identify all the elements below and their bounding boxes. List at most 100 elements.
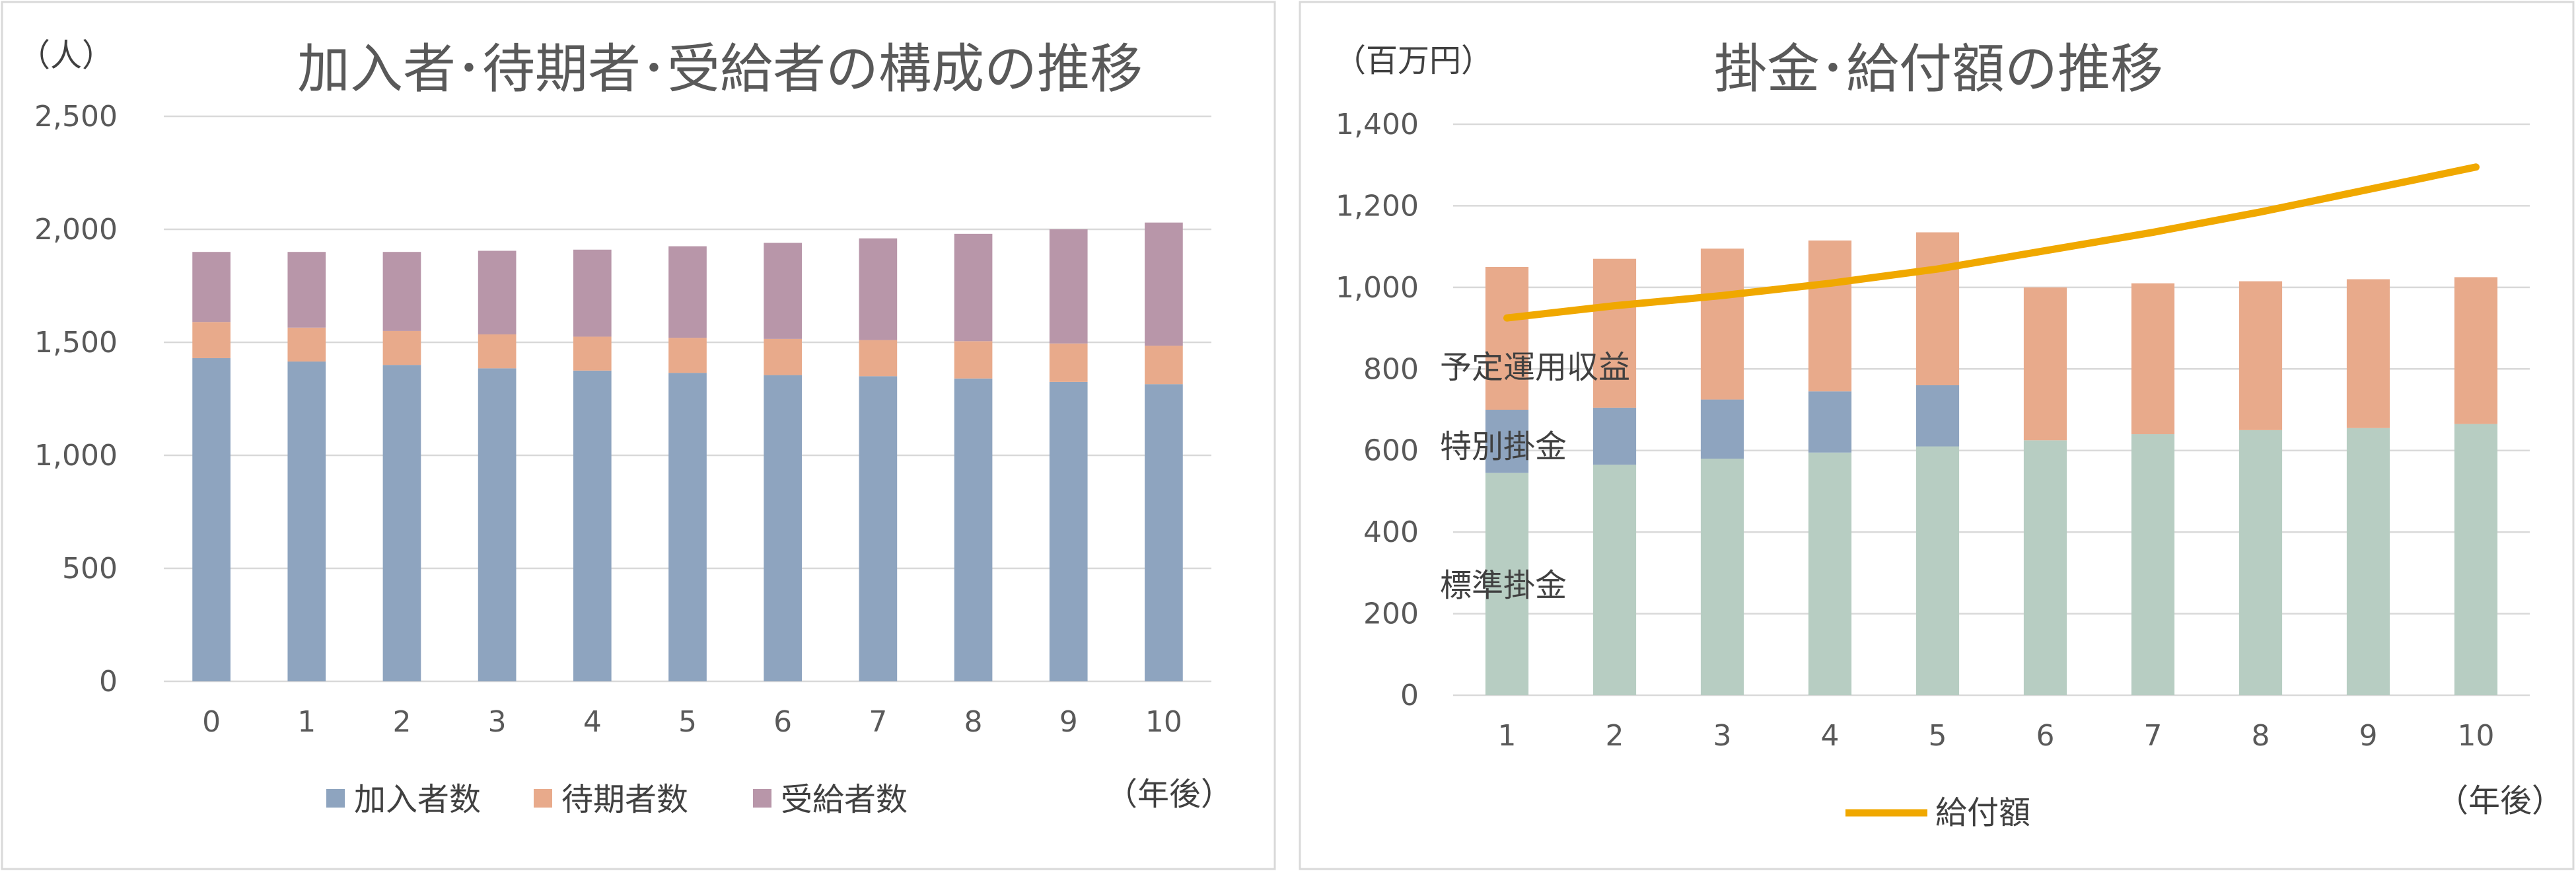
left-bar-1-6 — [764, 375, 803, 681]
right-legend-label: 給付額 — [1935, 794, 2030, 831]
left-legend-swatch-3 — [753, 789, 771, 808]
left-bar-2-6 — [764, 338, 803, 375]
right-bar-1-7 — [2131, 434, 2175, 695]
left-bar-3-5 — [668, 246, 707, 338]
right-bar-1-4 — [1808, 452, 1852, 695]
right-series-annotation-2: 特別掛金 — [1440, 428, 1567, 465]
right-bar-1-3 — [1700, 459, 1744, 695]
right-x-tick-label: 5 — [1929, 719, 1947, 753]
right-bar-3-2 — [1592, 258, 1637, 408]
left-x-unit-label: （年後） — [1106, 776, 1233, 813]
left-x-tick-label: 1 — [297, 705, 316, 739]
left-bar-3-10 — [1145, 222, 1183, 346]
left-bar-2-5 — [668, 338, 707, 373]
right-bar-3-10 — [2454, 277, 2498, 424]
right-y-tick-label: 1,200 — [1336, 189, 1419, 223]
left-bar-1-1 — [287, 361, 326, 681]
left-x-tick-label: 3 — [488, 705, 507, 739]
left-bar-1-8 — [954, 378, 993, 681]
left-x-tick-label: 9 — [1059, 705, 1078, 739]
right-x-tick-label: 1 — [1498, 719, 1517, 753]
left-bar-2-9 — [1049, 343, 1088, 382]
left-bar-1-7 — [859, 376, 898, 681]
left-bar-2-2 — [382, 330, 421, 365]
right-series-annotation-1: 予定運用収益 — [1440, 349, 1630, 386]
right-x-tick-label: 9 — [2359, 719, 2378, 753]
right-x-tick-label: 2 — [1606, 719, 1624, 753]
right-bar-2-1 — [1485, 410, 1529, 473]
right-bar-3-7 — [2131, 283, 2175, 435]
left-bar-3-7 — [859, 238, 898, 340]
left-y-tick-label: 2,000 — [34, 213, 118, 246]
left-x-tick-label: 5 — [678, 705, 697, 739]
right-unit-label: （百万円） — [1334, 42, 1493, 79]
left-bar-2-3 — [478, 334, 517, 369]
left-bar-3-2 — [382, 252, 421, 331]
left-y-tick-label: 1,500 — [34, 326, 118, 360]
left-chart: 加入者･待期者･受給者の構成の推移 （人） （年後） 0 500 1,000 1,50… — [18, 37, 1233, 818]
left-bar-3-9 — [1049, 229, 1088, 344]
right-y-tick-label: 1,400 — [1336, 108, 1419, 141]
right-bar-2-5 — [1915, 385, 1960, 447]
left-bar-1-9 — [1049, 381, 1088, 681]
left-x-tick-label: 6 — [773, 705, 792, 739]
left-x-tick-label: 0 — [202, 705, 221, 739]
left-y-tick-label: 0 — [99, 665, 118, 699]
right-bar-1-6 — [2023, 440, 2067, 695]
left-bar-2-8 — [954, 341, 993, 379]
right-x-unit-label: （年後） — [2437, 782, 2563, 819]
right-y-tick-label: 0 — [1400, 679, 1419, 712]
right-bar-1-5 — [1915, 446, 1960, 695]
left-bar-3-8 — [954, 233, 993, 342]
right-bar-1-9 — [2346, 428, 2390, 695]
left-y-tick-label: 500 — [62, 552, 118, 586]
left-bar-2-0 — [192, 322, 231, 358]
right-bar-2-2 — [1592, 407, 1637, 465]
left-bar-3-0 — [192, 252, 231, 322]
right-chart-title: 掛金･給付額の推移 — [1714, 38, 2163, 100]
left-x-tick-label: 10 — [1145, 705, 1182, 739]
right-bar-3-8 — [2238, 281, 2283, 430]
right-y-tick-label: 1,000 — [1336, 271, 1419, 305]
right-bar-3-1 — [1485, 267, 1529, 410]
right-bar-3-9 — [2346, 279, 2390, 428]
left-legend-label-1: 加入者数 — [354, 781, 481, 818]
left-bar-1-4 — [573, 370, 612, 681]
right-bar-1-8 — [2238, 430, 2283, 695]
right-bar-1-10 — [2454, 424, 2498, 695]
left-x-tick-label: 4 — [583, 705, 602, 739]
left-bar-1-2 — [382, 365, 421, 681]
left-bar-1-0 — [192, 358, 231, 681]
right-x-tick-label: 10 — [2458, 719, 2495, 753]
right-bar-3-3 — [1700, 248, 1744, 400]
left-bar-3-3 — [478, 250, 517, 335]
right-y-tick-label: 600 — [1363, 434, 1419, 468]
right-bar-2-4 — [1808, 391, 1852, 453]
right-x-tick-label: 7 — [2144, 719, 2163, 753]
left-legend-swatch-1 — [326, 789, 345, 808]
left-y-tick-label: 1,000 — [34, 439, 118, 473]
right-bar-3-5 — [1915, 232, 1960, 385]
right-x-tick-label: 4 — [1821, 719, 1840, 753]
left-x-tick-label: 8 — [964, 705, 983, 739]
right-x-tick-label: 3 — [1713, 719, 1732, 753]
right-x-tick-label: 8 — [2252, 719, 2270, 753]
left-bar-1-3 — [478, 368, 517, 681]
left-bar-3-6 — [764, 243, 803, 339]
right-y-tick-label: 800 — [1363, 352, 1419, 386]
left-bar-2-4 — [573, 336, 612, 371]
left-bar-2-1 — [287, 327, 326, 362]
left-bar-1-10 — [1145, 384, 1183, 681]
left-legend-label-2: 待期者数 — [561, 781, 688, 818]
right-bar-2-3 — [1700, 399, 1744, 459]
right-bar-3-4 — [1808, 240, 1852, 392]
left-chart-title: 加入者･待期者･受給者の構成の推移 — [297, 38, 1143, 100]
right-x-tick-label: 6 — [2036, 719, 2055, 753]
left-unit-label: （人） — [18, 37, 114, 74]
right-y-tick-label: 200 — [1363, 597, 1419, 631]
right-y-tick-label: 400 — [1363, 515, 1419, 549]
left-legend-swatch-2 — [534, 789, 552, 808]
left-x-tick-label: 2 — [392, 705, 411, 739]
